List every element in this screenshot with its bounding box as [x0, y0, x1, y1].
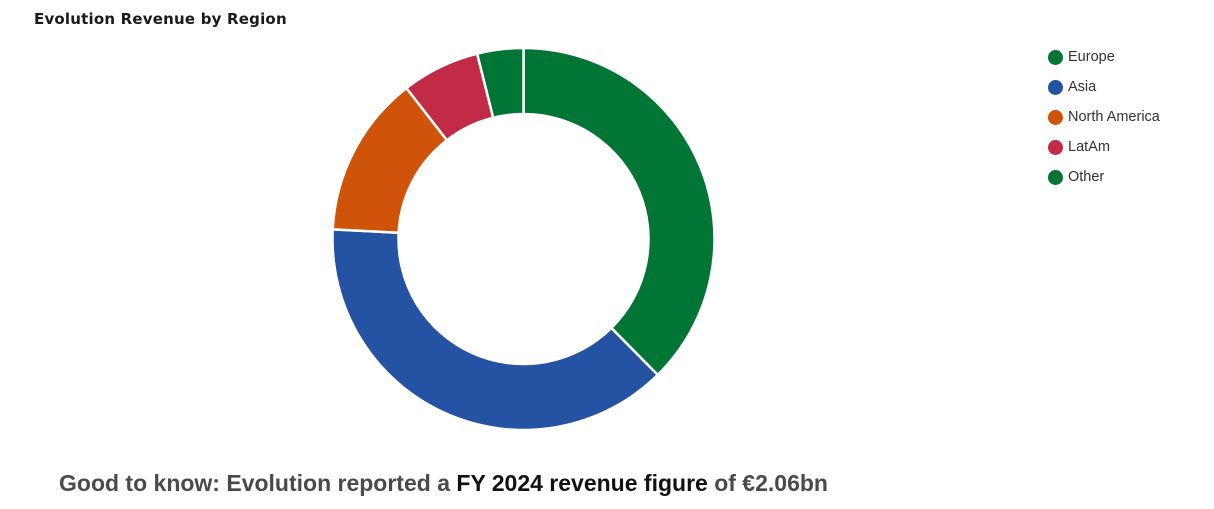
- legend-swatch-north-america: [1048, 109, 1063, 125]
- legend-label-asia: Asia: [1068, 79, 1097, 95]
- legend-item-north-america[interactable]: North America: [1048, 102, 1160, 132]
- slice-other[interactable]: [475, 46, 525, 119]
- footnote: Good to know: Evolution reported a FY 20…: [59, 470, 828, 497]
- legend-swatch-latam: [1048, 139, 1063, 155]
- legend-label-latam: LatAm: [1068, 139, 1110, 155]
- legend-item-asia[interactable]: Asia: [1048, 72, 1160, 102]
- legend-swatch-asia: [1048, 79, 1063, 95]
- chart-title: Evolution Revenue by Region: [34, 10, 287, 28]
- footnote-highlight: FY 2024 revenue figure: [456, 470, 708, 496]
- chart-legend: Europe Asia North America LatAm Other: [1048, 42, 1160, 192]
- legend-label-europe: Europe: [1068, 49, 1115, 65]
- legend-item-other[interactable]: Other: [1048, 162, 1160, 192]
- slice-europe[interactable]: [522, 46, 716, 377]
- legend-label-other: Other: [1068, 169, 1105, 185]
- legend-item-europe[interactable]: Europe: [1048, 42, 1160, 72]
- footnote-suffix: of €2.06bn: [707, 470, 828, 496]
- legend-swatch-europe: [1048, 49, 1063, 65]
- legend-item-latam[interactable]: LatAm: [1048, 132, 1160, 162]
- footnote-prefix: Good to know: Evolution reported a: [59, 470, 457, 496]
- legend-label-north-america: North America: [1068, 109, 1160, 125]
- slice-asia[interactable]: [331, 228, 659, 432]
- legend-swatch-other: [1048, 169, 1063, 185]
